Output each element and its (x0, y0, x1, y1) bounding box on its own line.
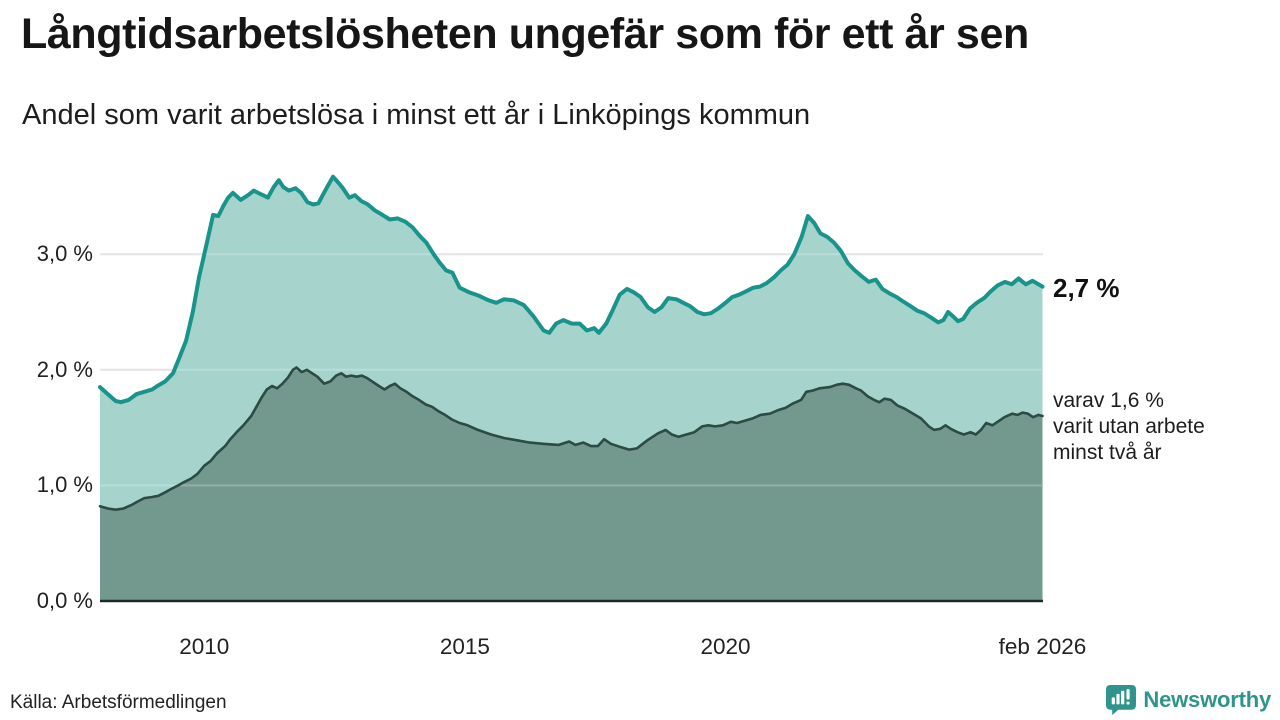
latest-value-label: 2,7 % (1053, 273, 1120, 303)
x-tick-label: feb 2026 (998, 634, 1087, 659)
newsworthy-logo: Newsworthy (1106, 685, 1271, 715)
page-title: Långtidsarbetslösheten ungefär som för e… (21, 10, 1029, 58)
x-tick-label: 2015 (439, 634, 490, 659)
x-tick-label: 2010 (179, 634, 230, 659)
y-tick-label: 0,0 % (36, 588, 93, 613)
source-note: Källa: Arbetsförmedlingen (10, 692, 227, 713)
newsworthy-wordmark: Newsworthy (1143, 687, 1271, 712)
area-fill-two-years-unemployed (100, 367, 1043, 601)
newsworthy-speech-bubble-icon (1106, 685, 1137, 715)
x-tick-label: 2020 (700, 634, 751, 659)
y-tick-label: 2,0 % (36, 356, 93, 382)
line-two-years-unemployed (98, 366, 1044, 511)
line-total-unemployed (98, 174, 1045, 405)
y-tick-label: 1,0 % (36, 472, 93, 498)
gridlines-over (100, 253, 1043, 487)
page-subtitle: Andel som varit arbetslösa i minst ett å… (22, 99, 811, 131)
subset-value-label: varav 1,6 % varit utan arbete minst två … (1053, 389, 1205, 464)
y-tick-label: 3,0 % (36, 241, 93, 267)
